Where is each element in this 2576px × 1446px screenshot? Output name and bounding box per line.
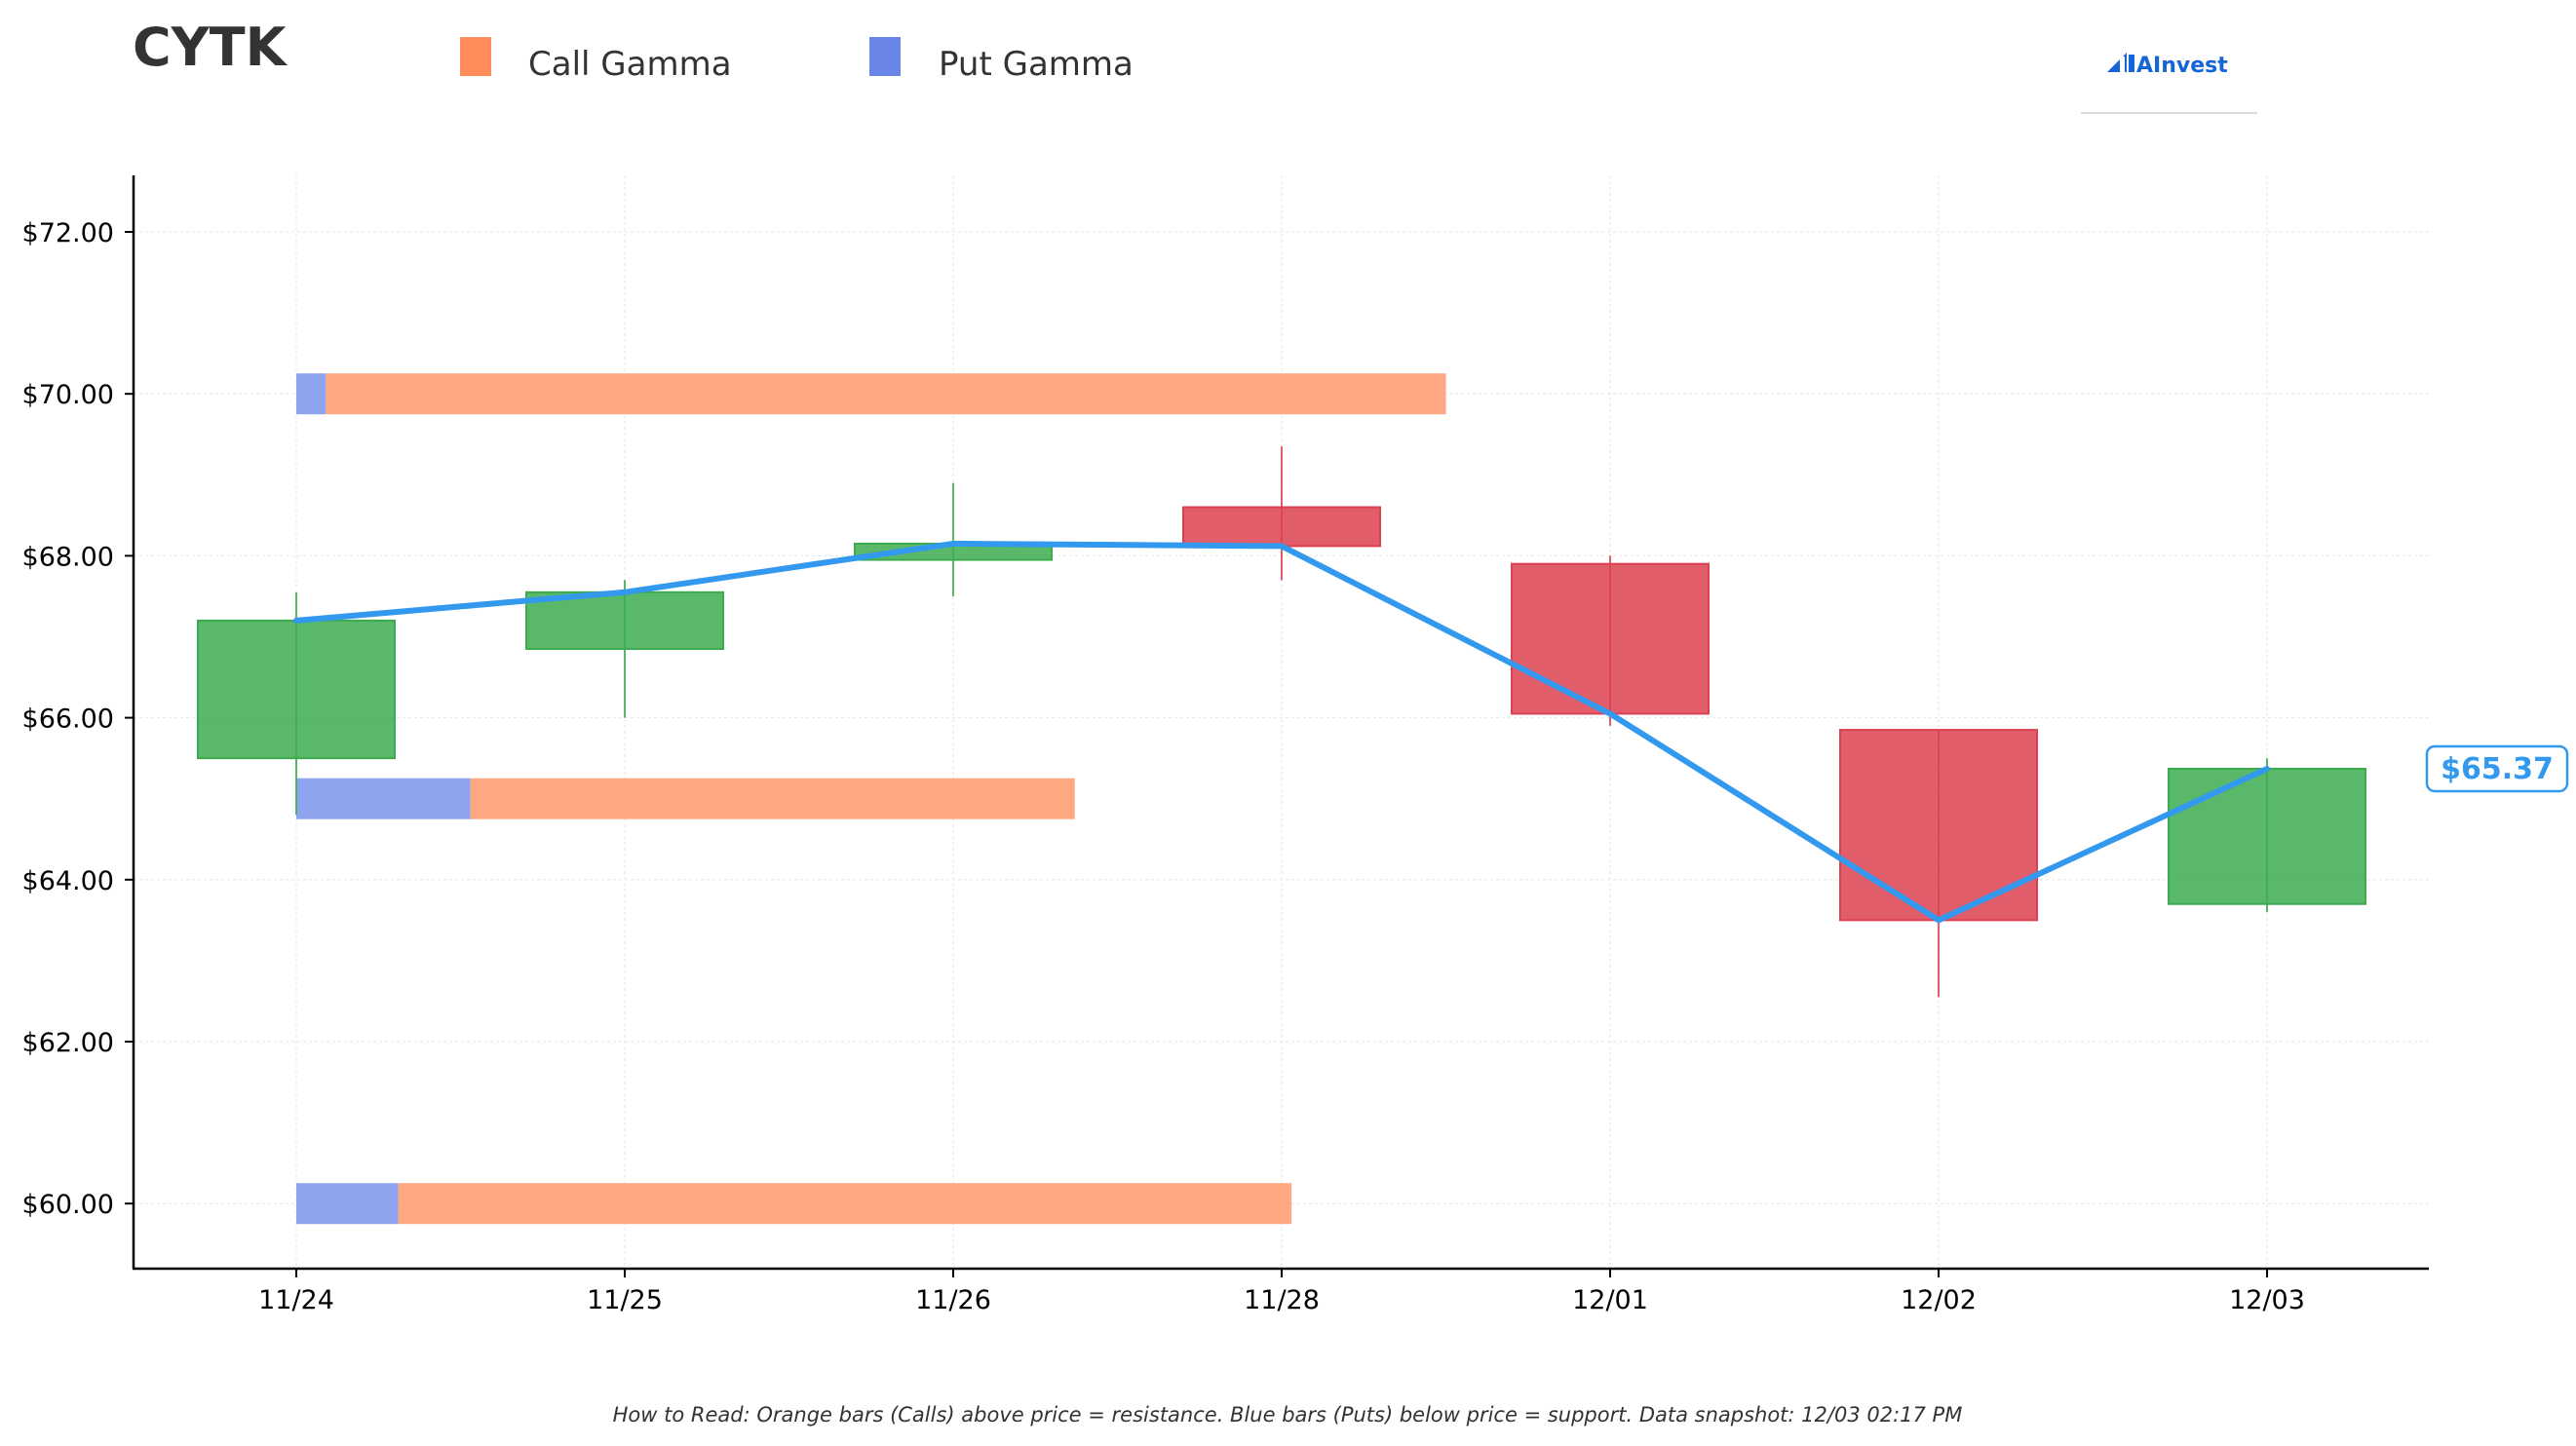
- legend: Call Gamma Put Gamma: [460, 37, 1134, 84]
- footnote: How to Read: Orange bars (Calls) above p…: [613, 1403, 1963, 1427]
- ainvest-logo-icon: [2107, 53, 2134, 72]
- y-tick-label: $66.00: [22, 704, 114, 735]
- put-gamma-bar: [296, 373, 327, 415]
- x-tick-label: 12/03: [2229, 1285, 2305, 1315]
- legend-item-put-gamma: Put Gamma: [869, 37, 1134, 84]
- x-tick-label: 11/26: [915, 1285, 991, 1315]
- y-tick-label: $70.00: [22, 380, 114, 410]
- put-gamma-bar: [296, 778, 471, 819]
- candle-12-03: [2168, 758, 2366, 913]
- y-tick-label: $72.00: [22, 218, 114, 248]
- candle-body: [2168, 767, 2366, 905]
- y-tick-label: $62.00: [22, 1028, 114, 1058]
- x-tick-label: 11/28: [1244, 1285, 1320, 1315]
- brand-logo: AInvest: [2081, 53, 2257, 114]
- x-tick-label: 11/24: [258, 1285, 334, 1315]
- y-tick-label: $60.00: [22, 1190, 114, 1220]
- candle-body: [1839, 729, 2038, 922]
- candle-11-24: [197, 591, 396, 816]
- candle-body: [1182, 506, 1381, 548]
- candle-body: [525, 590, 724, 650]
- y-axis-ticks: $60.00 $62.00 $64.00 $66.00 $68.00 $70.00 $72.…: [22, 218, 134, 1220]
- candle-12-01: [1511, 555, 1710, 726]
- call-gamma-bar: [470, 778, 1075, 819]
- legend-item-call-gamma: Call Gamma: [460, 37, 732, 84]
- candle-11-25: [525, 580, 724, 718]
- candle-11-28: [1182, 446, 1381, 581]
- brand-name: AInvest: [2136, 54, 2228, 78]
- legend-label-put: Put Gamma: [939, 45, 1134, 84]
- x-tick-label: 11/25: [587, 1285, 663, 1315]
- price-line: [293, 540, 2270, 924]
- gamma-bars: [296, 373, 1446, 1225]
- legend-swatch-put: [869, 37, 901, 76]
- grid: [134, 175, 2429, 1269]
- last-price-badge-box: [2425, 744, 2569, 793]
- call-gamma-bar: [398, 1183, 1292, 1225]
- candle-body: [197, 619, 396, 760]
- x-tick-label: 12/02: [1901, 1285, 1977, 1315]
- close-price-line: [293, 540, 2270, 924]
- candle-11-26: [854, 482, 1053, 596]
- axes: [132, 175, 2429, 1271]
- y-tick-label: $64.00: [22, 866, 114, 896]
- last-price-label: $65.37: [2441, 752, 2554, 786]
- x-axis-ticks: 11/24 11/25 11/26 11/28 12/01 12/02 12/03: [258, 1269, 2305, 1315]
- y-tick-label: $68.00: [22, 542, 114, 572]
- legend-swatch-call: [460, 37, 491, 76]
- candle-12-02: [1839, 729, 2038, 998]
- candle-body: [1511, 562, 1710, 715]
- call-gamma-bar: [326, 373, 1446, 415]
- chart-title: CYTK: [133, 17, 288, 78]
- put-gamma-bar: [296, 1183, 399, 1225]
- candlesticks: [197, 446, 2366, 998]
- last-price-badge: $65.37: [2425, 744, 2569, 793]
- x-tick-label: 12/01: [1572, 1285, 1648, 1315]
- legend-label-call: Call Gamma: [528, 45, 732, 84]
